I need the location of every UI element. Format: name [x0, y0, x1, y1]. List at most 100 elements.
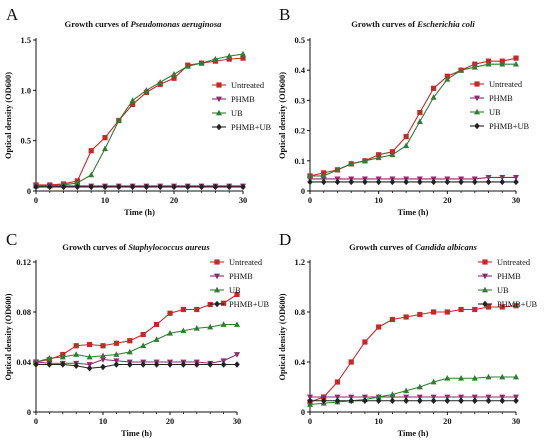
data-point [485, 60, 492, 67]
data-point [113, 361, 120, 368]
y-axis-label: Optical density (OD600) [4, 72, 13, 159]
series-ub: UB [307, 60, 519, 179]
data-point [458, 397, 464, 404]
data-point [86, 365, 93, 372]
chart-panel-a: A Growth curves of Pseudomonas aeruginosa… [4, 5, 272, 217]
data-point [458, 306, 464, 313]
data-point [417, 109, 423, 116]
data-point [88, 171, 95, 178]
x-tick-label: 10 [374, 196, 382, 205]
data-point [167, 310, 173, 316]
data-point [157, 79, 164, 85]
data-point [485, 175, 492, 181]
legend-label: UB [229, 286, 241, 295]
series-line [310, 176, 516, 180]
data-point [153, 336, 160, 342]
panel-letter: A [6, 5, 19, 24]
data-point [171, 183, 177, 191]
data-point [334, 166, 341, 173]
data-point [116, 183, 122, 191]
series-line [309, 57, 517, 177]
data-point [444, 394, 451, 401]
data-point [458, 394, 465, 401]
data-point [362, 397, 368, 404]
data-point [389, 391, 396, 397]
data-point [389, 178, 396, 186]
data-point [113, 358, 120, 364]
data-point [513, 373, 519, 380]
data-point [143, 183, 150, 191]
data-point [513, 397, 519, 404]
data-point [375, 393, 382, 400]
data-point [140, 331, 146, 338]
legend-marker [214, 273, 220, 280]
data-point [499, 175, 506, 181]
data-point [403, 142, 410, 149]
data-point [143, 87, 150, 93]
data-point [499, 373, 506, 380]
data-point [444, 397, 451, 404]
data-point [193, 325, 200, 331]
data-point [499, 397, 506, 404]
data-point [220, 321, 227, 327]
legend-label: PHMB [489, 94, 513, 103]
x-axis-label: Time (h) [398, 429, 429, 438]
legend-marker [482, 273, 488, 280]
legend-marker [474, 122, 480, 130]
y-axis-label: Optical density (OD600) [278, 293, 287, 380]
x-axis-label: Time (h) [398, 208, 429, 217]
series-line [36, 363, 237, 369]
data-point [73, 351, 80, 357]
data-point [444, 375, 451, 381]
data-point [389, 316, 395, 323]
legend-marker [214, 259, 220, 265]
x-tick-label: 10 [101, 196, 109, 205]
data-point [499, 178, 506, 186]
data-point [334, 397, 341, 404]
data-point [416, 383, 423, 390]
data-point [180, 306, 186, 313]
series-line [36, 53, 244, 187]
chart-panel-b: B Growth curves of Escherichia coli 0 10 20 3… [278, 5, 530, 217]
data-point [130, 101, 136, 108]
data-point [74, 183, 81, 191]
legend-label: PHMB+UB [231, 123, 272, 132]
data-point [444, 309, 450, 315]
data-point [171, 75, 177, 81]
data-point [73, 362, 79, 369]
data-point [167, 361, 173, 368]
series-line [35, 323, 237, 363]
data-point [485, 397, 492, 404]
y-axis-label: Optical density (OD600) [4, 293, 13, 380]
data-point [185, 183, 191, 191]
data-point [171, 71, 177, 77]
chart-title: Growth curves of Candida albicans [349, 242, 477, 252]
legend-marker [214, 286, 220, 293]
data-point [499, 304, 505, 310]
data-point [485, 178, 492, 186]
data-point [403, 134, 409, 140]
legend-label: PHMB+UB [497, 300, 538, 309]
data-point [320, 397, 327, 404]
legend-label: UB [489, 108, 501, 117]
series-phmb-ub: PHMB+UB [307, 300, 538, 404]
data-point [140, 342, 147, 349]
data-point [348, 160, 355, 167]
data-point [348, 178, 354, 186]
series-line [35, 354, 238, 366]
x-tick-label: 30 [512, 417, 520, 426]
y-tick-label: 0.5 [21, 137, 31, 146]
data-point [198, 183, 205, 191]
data-point [362, 178, 368, 186]
data-point [113, 351, 120, 357]
data-point [234, 291, 240, 298]
legend-label: PHMB+UB [489, 122, 530, 131]
data-point [220, 361, 227, 368]
data-point [220, 358, 227, 364]
chart-title-species: Staphylococcus aureus [128, 242, 210, 252]
series-line [309, 305, 517, 403]
data-point [74, 179, 81, 186]
chart-title-prefix: Growth curves of [65, 19, 131, 29]
legend-marker [482, 300, 488, 308]
y-tick-label: 0 [27, 187, 31, 196]
